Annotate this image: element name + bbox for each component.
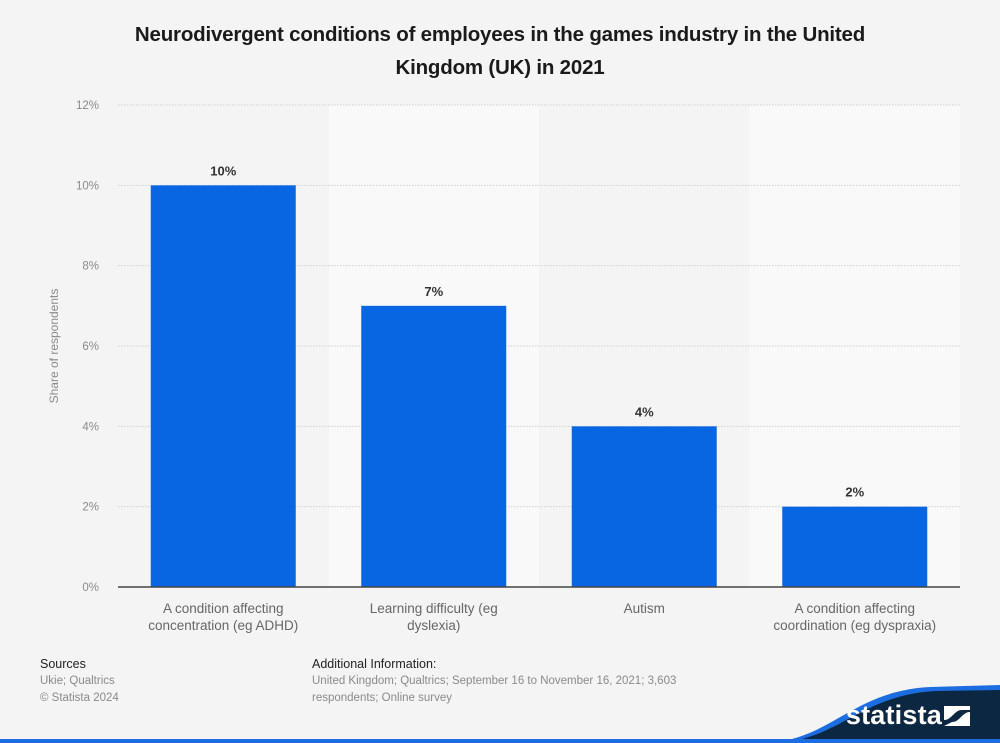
y-tick-label: 4% — [82, 421, 99, 433]
sources-block: Sources Ukie; Qualtrics © Statista 2024 — [40, 656, 119, 707]
bottom-accent-bar — [0, 739, 1000, 743]
statista-logo-area[interactable]: statista — [700, 681, 1000, 743]
bar[interactable] — [361, 305, 507, 587]
bars — [150, 185, 928, 588]
data-label: 2% — [845, 485, 864, 500]
x-tick-label: coordination (eg dyspraxia) — [773, 618, 936, 633]
bar-chart: 0% 2% 4% 6% 8% 10% 12% 10% 7% 4% 2% A condition a… — [47, 100, 960, 633]
x-tick-label: concentration (eg ADHD) — [148, 618, 298, 633]
additional-info-text: United Kingdom; Qualtrics; September 16 … — [312, 675, 677, 704]
gridlines — [118, 104, 960, 508]
logo-swoosh-shape — [760, 685, 1000, 743]
statista-logo-text: statista — [845, 700, 942, 730]
x-tick-label: A condition affecting — [163, 601, 284, 616]
chart-title-line-2: Kingdom (UK) in 2021 — [395, 56, 605, 79]
y-tick-label: 2% — [82, 502, 99, 514]
y-tick-label: 6% — [82, 341, 99, 353]
x-tick-label: A condition affecting — [794, 601, 915, 616]
y-tick-label: 10% — [76, 180, 99, 192]
data-label: 10% — [210, 163, 236, 178]
y-axis-label: Share of respondents — [47, 289, 61, 404]
copyright-text: © Statista 2024 — [40, 692, 119, 704]
statista-logo-icon — [944, 706, 970, 726]
additional-info-heading: Additional Information: — [312, 657, 437, 671]
chart-title: Neurodivergent conditions of employees i… — [80, 18, 920, 84]
bar[interactable] — [571, 426, 717, 587]
y-axis-ticks: 0% 2% 4% 6% 8% 10% 12% — [76, 100, 99, 594]
data-label: 7% — [424, 284, 443, 299]
chart-title-line-1: Neurodivergent conditions of employees i… — [134, 23, 866, 46]
y-tick-label: 8% — [82, 261, 99, 273]
y-tick-label: 0% — [82, 582, 99, 594]
data-labels: 10% 7% 4% 2% — [210, 163, 864, 499]
x-axis-ticks: A condition affecting concentration (eg A… — [148, 601, 936, 633]
x-tick-label: dyslexia) — [407, 618, 460, 633]
x-tick-label: Learning difficulty (eg — [370, 601, 498, 616]
bar[interactable] — [782, 506, 928, 587]
data-label: 4% — [635, 404, 654, 419]
x-tick-label: Autism — [624, 601, 665, 616]
y-tick-label: 12% — [76, 100, 99, 112]
sources-heading: Sources — [40, 657, 86, 671]
additional-info-block: Additional Information: United Kingdom; … — [312, 656, 732, 707]
sources-text[interactable]: Ukie; Qualtrics — [40, 675, 115, 687]
bar[interactable] — [150, 185, 296, 588]
